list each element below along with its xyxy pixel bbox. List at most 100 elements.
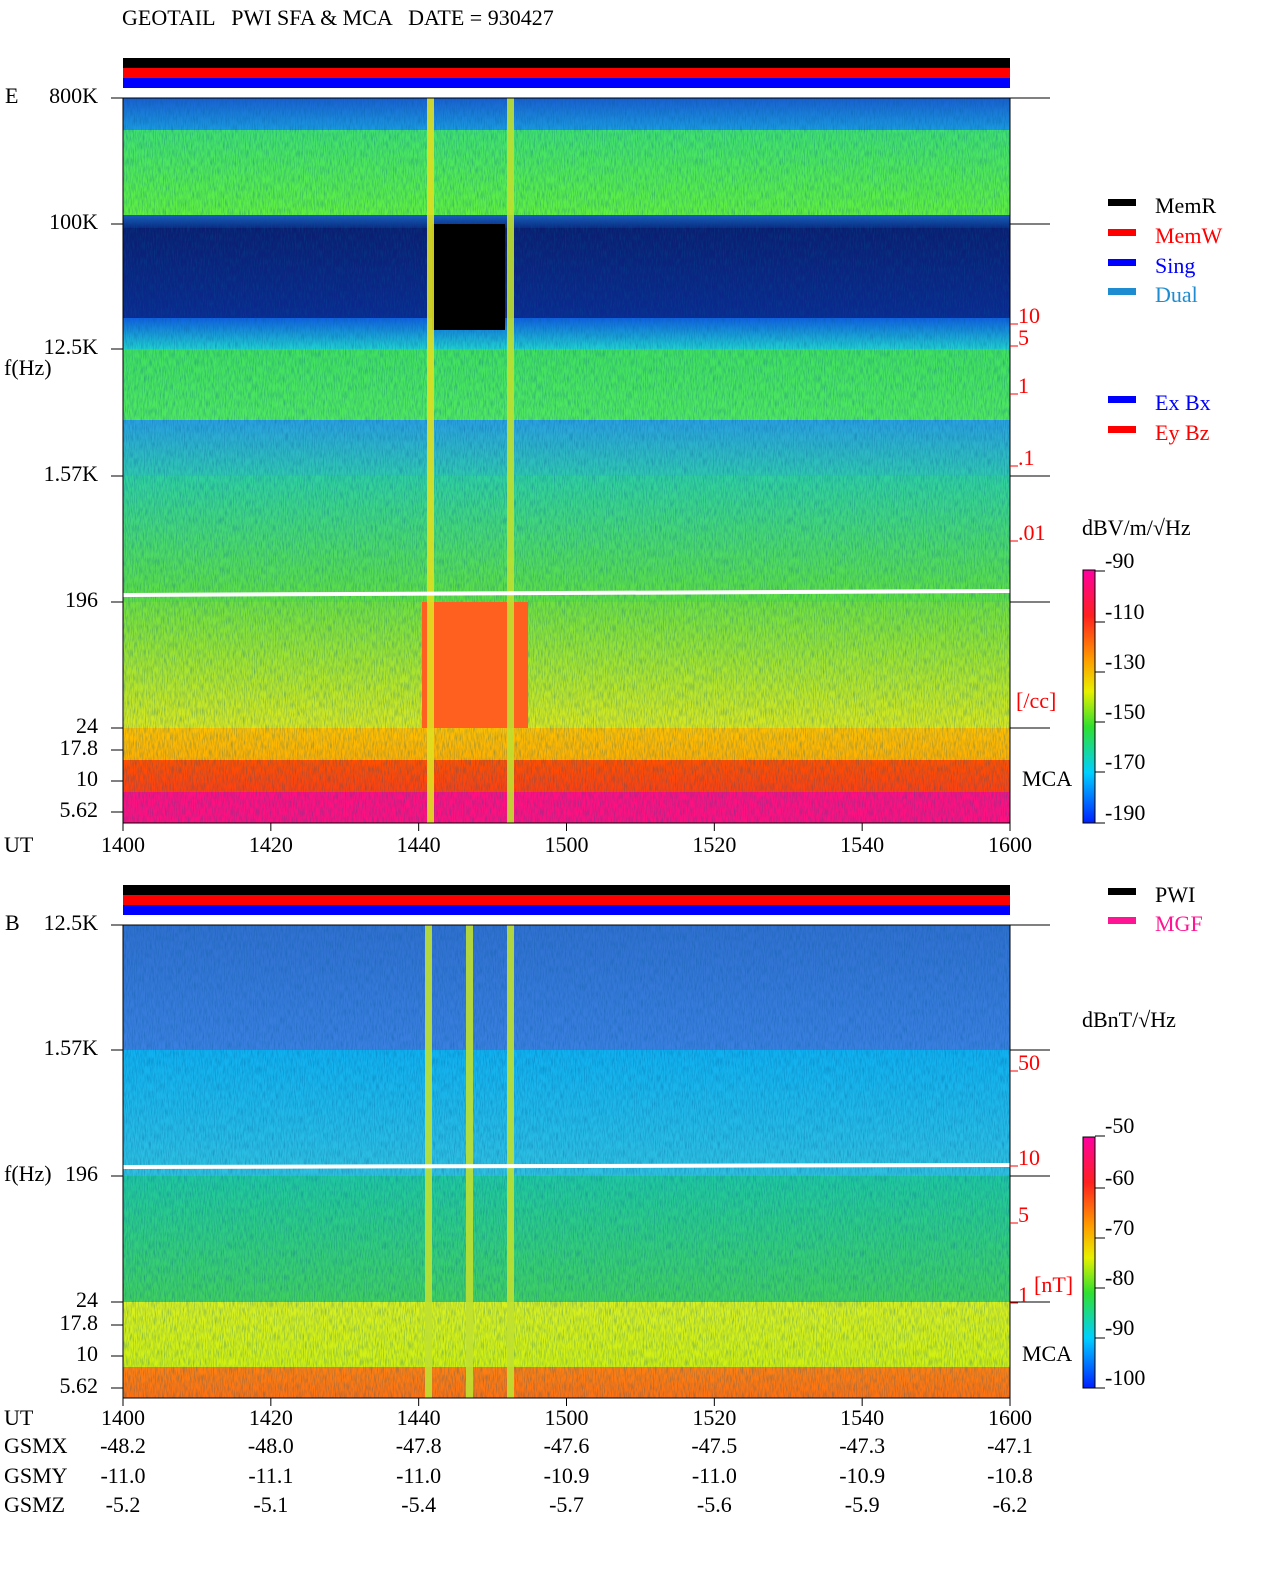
legend-label: MemR [1155,193,1216,218]
colorbar-unit: dBnT/√Hz [1082,1007,1176,1032]
legend-label: Sing [1155,253,1195,278]
time-tick-label: 1400 [101,832,145,857]
legend-label: MGF [1155,911,1203,936]
spectrogram-noise [123,98,1010,823]
time-tick-label: 1500 [545,832,589,857]
data-gap-box [432,224,505,330]
colorbar-tick-label: -100 [1105,1365,1145,1390]
legend-swatch [1108,888,1136,895]
time-tick-label: 1540 [840,1405,884,1430]
status-bar [123,895,1010,905]
freq-tick-label: 17.8 [60,1310,99,1335]
aux-tick-label: .01 [1018,520,1046,545]
freq-tick-label: 12.5K [44,334,99,359]
orbit-value: -5.6 [697,1492,732,1517]
colorbar-tick-label: -70 [1105,1215,1134,1240]
freq-tick-label: 5.62 [60,797,99,822]
colorbar-tick-label: -170 [1105,749,1145,774]
mode-stripe [507,925,514,1398]
orbit-row-label: GSMY [4,1463,68,1488]
legend-label: MemW [1155,223,1222,248]
orbit-value: -11.1 [248,1463,293,1488]
orbit-value: -47.6 [544,1433,590,1458]
cyclotron-line [122,1163,1011,1169]
mode-stripe [425,925,432,1398]
status-bar [123,78,1010,88]
time-tick-label: 1440 [397,832,441,857]
legend-swatch [1108,288,1136,295]
legend-label: Ey Bz [1155,420,1210,445]
colorbar-tick-label: -150 [1105,699,1145,724]
orbit-value: -6.2 [993,1492,1028,1517]
colorbar-tick-label: -60 [1105,1165,1134,1190]
freq-tick-label: 10 [76,1341,98,1366]
colorbar [1082,1136,1096,1389]
legend-swatch [1108,917,1136,924]
freq-tick-label: 10 [76,766,98,791]
orbit-value: -47.1 [987,1433,1033,1458]
legend-swatch [1108,229,1136,236]
time-tick-label: 1540 [840,832,884,857]
freq-tick-label: 800K [49,83,98,108]
orbit-value: -48.2 [100,1433,146,1458]
legend-swatch [1108,396,1136,403]
band-label: MCA [1022,1341,1072,1366]
orbit-value: -10.9 [839,1463,885,1488]
status-bar [123,58,1010,68]
time-tick-label: 1420 [249,1405,293,1430]
orbit-value: -11.0 [396,1463,441,1488]
colorbar-tick-label: -90 [1105,1315,1134,1340]
spectrogram-noise [123,925,1010,1398]
colorbar-tick-label: -190 [1105,800,1145,825]
status-bar [123,885,1010,895]
time-tick-label: 1440 [397,1405,441,1430]
freq-tick-label: 1.57K [44,461,99,486]
orbit-value: -11.0 [100,1463,145,1488]
panel-label: E [5,83,18,108]
freq-tick-label: 196 [65,1161,98,1186]
freq-tick-label: 24 [76,713,98,738]
time-axis-label: UT [4,832,34,857]
orbit-value: -5.4 [401,1492,436,1517]
aux-tick-label: 50 [1018,1050,1040,1075]
panel-label: B [5,910,20,935]
time-axis-label: UT [4,1405,34,1430]
orbit-value: -5.2 [106,1492,141,1517]
time-tick-label: 1520 [692,832,736,857]
status-bar [123,905,1010,915]
time-tick-label: 1500 [545,1405,589,1430]
aux-tick-label: 5 [1018,1202,1029,1227]
legend-label: Ex Bx [1155,390,1211,415]
freq-tick-label: 100K [49,209,98,234]
freq-axis-label: f(Hz) [4,355,52,380]
colorbar-tick-label: -90 [1105,548,1134,573]
orbit-row-label: GSMX [4,1433,68,1458]
band-label: MCA [1022,766,1072,791]
page-title: GEOTAIL PWI SFA & MCA DATE = 930427 [122,5,554,30]
aux-tick-label: 10 [1018,1145,1040,1170]
aux-tick-label: 5 [1018,325,1029,350]
freq-tick-label: 196 [65,587,98,612]
orbit-value: -5.7 [549,1492,584,1517]
orbit-value: -47.8 [396,1433,442,1458]
time-tick-label: 1400 [101,1405,145,1430]
mode-stripe [507,98,514,823]
colorbar-tick-label: -130 [1105,649,1145,674]
orbit-value: -47.3 [839,1433,885,1458]
colorbar-unit: dBV/m/√Hz [1082,515,1191,540]
mode-stripe [427,98,434,823]
mode-stripe [466,925,473,1398]
aux-tick-label: 10 [1018,303,1040,328]
orbit-value: -5.1 [253,1492,288,1517]
legend-swatch [1108,199,1136,206]
freq-tick-label: 24 [76,1287,98,1312]
legend-label: PWI [1155,882,1195,907]
colorbar-tick-label: -50 [1105,1113,1134,1138]
aux-tick-label: 1 [1018,1282,1029,1307]
cyclotron-line [122,589,1011,597]
orbit-value: -10.8 [987,1463,1033,1488]
time-tick-label: 1600 [988,832,1032,857]
status-bar [123,68,1010,78]
legend-swatch [1108,426,1136,433]
